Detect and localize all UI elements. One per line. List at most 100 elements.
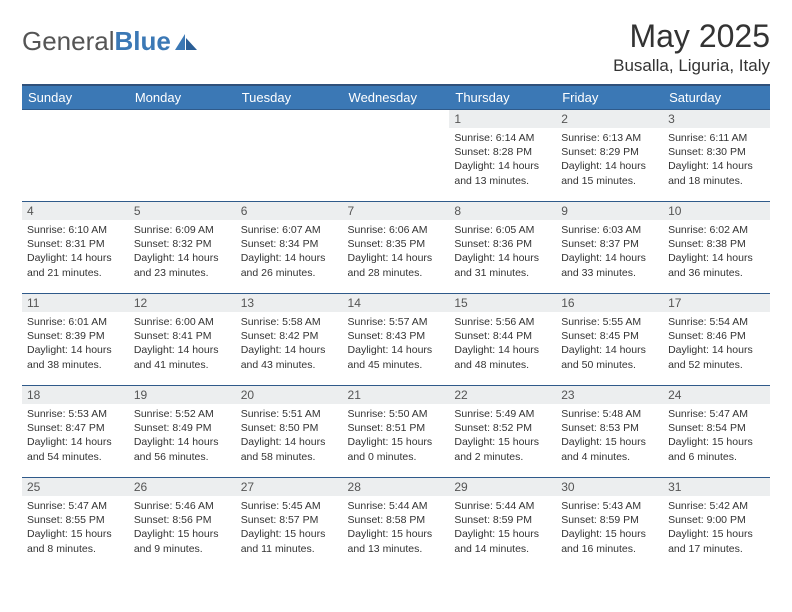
sunrise-text: Sunrise: 6:05 AM (454, 223, 551, 237)
calendar-week-row: 18Sunrise: 5:53 AMSunset: 8:47 PMDayligh… (22, 385, 770, 477)
sunset-text: Sunset: 8:52 PM (454, 421, 551, 435)
calendar-day-cell: 1Sunrise: 6:14 AMSunset: 8:28 PMDaylight… (449, 109, 556, 201)
calendar-day-cell: 22Sunrise: 5:49 AMSunset: 8:52 PMDayligh… (449, 385, 556, 477)
daylight-text: Daylight: 14 hours and 41 minutes. (134, 343, 231, 371)
sunrise-text: Sunrise: 6:07 AM (241, 223, 338, 237)
sunset-text: Sunset: 8:47 PM (27, 421, 124, 435)
daylight-text: Daylight: 15 hours and 13 minutes. (348, 527, 445, 555)
calendar-day-cell: 13Sunrise: 5:58 AMSunset: 8:42 PMDayligh… (236, 293, 343, 385)
calendar-week-row: 25Sunrise: 5:47 AMSunset: 8:55 PMDayligh… (22, 477, 770, 569)
daylight-text: Daylight: 14 hours and 54 minutes. (27, 435, 124, 463)
calendar-day-cell: 27Sunrise: 5:45 AMSunset: 8:57 PMDayligh… (236, 477, 343, 569)
day-details: Sunrise: 5:46 AMSunset: 8:56 PMDaylight:… (129, 496, 236, 558)
sunrise-text: Sunrise: 5:44 AM (454, 499, 551, 513)
sunrise-text: Sunrise: 5:53 AM (27, 407, 124, 421)
calendar-day-cell (129, 109, 236, 201)
day-details: Sunrise: 6:14 AMSunset: 8:28 PMDaylight:… (449, 128, 556, 190)
daylight-text: Daylight: 14 hours and 13 minutes. (454, 159, 551, 187)
daylight-text: Daylight: 14 hours and 52 minutes. (668, 343, 765, 371)
day-number: 23 (556, 386, 663, 404)
sunrise-text: Sunrise: 5:55 AM (561, 315, 658, 329)
day-number: 21 (343, 386, 450, 404)
daylight-text: Daylight: 14 hours and 43 minutes. (241, 343, 338, 371)
location-label: Busalla, Liguria, Italy (613, 56, 770, 76)
sunset-text: Sunset: 8:44 PM (454, 329, 551, 343)
sunset-text: Sunset: 8:39 PM (27, 329, 124, 343)
day-number: 7 (343, 202, 450, 220)
day-details: Sunrise: 6:13 AMSunset: 8:29 PMDaylight:… (556, 128, 663, 190)
month-title: May 2025 (613, 20, 770, 54)
day-number: 31 (663, 478, 770, 496)
daylight-text: Daylight: 14 hours and 38 minutes. (27, 343, 124, 371)
day-details: Sunrise: 5:58 AMSunset: 8:42 PMDaylight:… (236, 312, 343, 374)
day-details: Sunrise: 6:03 AMSunset: 8:37 PMDaylight:… (556, 220, 663, 282)
calendar-day-cell: 12Sunrise: 6:00 AMSunset: 8:41 PMDayligh… (129, 293, 236, 385)
sunset-text: Sunset: 9:00 PM (668, 513, 765, 527)
sunrise-text: Sunrise: 5:45 AM (241, 499, 338, 513)
daylight-text: Daylight: 15 hours and 4 minutes. (561, 435, 658, 463)
day-number: 11 (22, 294, 129, 312)
sunrise-text: Sunrise: 5:47 AM (668, 407, 765, 421)
daylight-text: Daylight: 15 hours and 8 minutes. (27, 527, 124, 555)
sunrise-text: Sunrise: 6:01 AM (27, 315, 124, 329)
sunset-text: Sunset: 8:35 PM (348, 237, 445, 251)
day-details: Sunrise: 5:49 AMSunset: 8:52 PMDaylight:… (449, 404, 556, 466)
day-details: Sunrise: 5:44 AMSunset: 8:58 PMDaylight:… (343, 496, 450, 558)
day-details: Sunrise: 5:47 AMSunset: 8:54 PMDaylight:… (663, 404, 770, 466)
calendar-day-cell: 7Sunrise: 6:06 AMSunset: 8:35 PMDaylight… (343, 201, 450, 293)
sunset-text: Sunset: 8:41 PM (134, 329, 231, 343)
day-details: Sunrise: 6:01 AMSunset: 8:39 PMDaylight:… (22, 312, 129, 374)
weekday-header: Monday (129, 85, 236, 110)
sunrise-text: Sunrise: 5:48 AM (561, 407, 658, 421)
day-details: Sunrise: 5:42 AMSunset: 9:00 PMDaylight:… (663, 496, 770, 558)
daylight-text: Daylight: 14 hours and 28 minutes. (348, 251, 445, 279)
day-number: 28 (343, 478, 450, 496)
day-number: 22 (449, 386, 556, 404)
daylight-text: Daylight: 15 hours and 16 minutes. (561, 527, 658, 555)
sunrise-text: Sunrise: 6:09 AM (134, 223, 231, 237)
weekday-header: Tuesday (236, 85, 343, 110)
calendar-day-cell: 29Sunrise: 5:44 AMSunset: 8:59 PMDayligh… (449, 477, 556, 569)
day-number: 13 (236, 294, 343, 312)
calendar-day-cell: 24Sunrise: 5:47 AMSunset: 8:54 PMDayligh… (663, 385, 770, 477)
calendar-day-cell (22, 109, 129, 201)
day-details: Sunrise: 5:51 AMSunset: 8:50 PMDaylight:… (236, 404, 343, 466)
day-number: 27 (236, 478, 343, 496)
title-block: May 2025 Busalla, Liguria, Italy (613, 20, 770, 76)
sunset-text: Sunset: 8:51 PM (348, 421, 445, 435)
sunset-text: Sunset: 8:30 PM (668, 145, 765, 159)
day-number (236, 110, 343, 128)
day-details: Sunrise: 5:57 AMSunset: 8:43 PMDaylight:… (343, 312, 450, 374)
day-details: Sunrise: 5:56 AMSunset: 8:44 PMDaylight:… (449, 312, 556, 374)
day-number: 1 (449, 110, 556, 128)
sunset-text: Sunset: 8:46 PM (668, 329, 765, 343)
sunrise-text: Sunrise: 6:11 AM (668, 131, 765, 145)
sunset-text: Sunset: 8:49 PM (134, 421, 231, 435)
sunrise-text: Sunrise: 5:57 AM (348, 315, 445, 329)
weekday-header: Sunday (22, 85, 129, 110)
calendar-day-cell: 31Sunrise: 5:42 AMSunset: 9:00 PMDayligh… (663, 477, 770, 569)
calendar-day-cell: 15Sunrise: 5:56 AMSunset: 8:44 PMDayligh… (449, 293, 556, 385)
weekday-header: Wednesday (343, 85, 450, 110)
calendar-week-row: 11Sunrise: 6:01 AMSunset: 8:39 PMDayligh… (22, 293, 770, 385)
daylight-text: Daylight: 15 hours and 11 minutes. (241, 527, 338, 555)
day-number: 18 (22, 386, 129, 404)
calendar-day-cell: 8Sunrise: 6:05 AMSunset: 8:36 PMDaylight… (449, 201, 556, 293)
brand-part2: Blue (115, 26, 171, 57)
sunset-text: Sunset: 8:32 PM (134, 237, 231, 251)
daylight-text: Daylight: 15 hours and 9 minutes. (134, 527, 231, 555)
sunrise-text: Sunrise: 6:03 AM (561, 223, 658, 237)
day-number: 26 (129, 478, 236, 496)
calendar-day-cell: 30Sunrise: 5:43 AMSunset: 8:59 PMDayligh… (556, 477, 663, 569)
calendar-day-cell: 16Sunrise: 5:55 AMSunset: 8:45 PMDayligh… (556, 293, 663, 385)
sunrise-text: Sunrise: 5:46 AM (134, 499, 231, 513)
sunset-text: Sunset: 8:45 PM (561, 329, 658, 343)
day-details: Sunrise: 6:05 AMSunset: 8:36 PMDaylight:… (449, 220, 556, 282)
calendar-day-cell: 5Sunrise: 6:09 AMSunset: 8:32 PMDaylight… (129, 201, 236, 293)
sunrise-text: Sunrise: 5:56 AM (454, 315, 551, 329)
day-details: Sunrise: 5:47 AMSunset: 8:55 PMDaylight:… (22, 496, 129, 558)
day-details: Sunrise: 5:53 AMSunset: 8:47 PMDaylight:… (22, 404, 129, 466)
sunset-text: Sunset: 8:34 PM (241, 237, 338, 251)
sunrise-text: Sunrise: 5:50 AM (348, 407, 445, 421)
calendar-day-cell: 19Sunrise: 5:52 AMSunset: 8:49 PMDayligh… (129, 385, 236, 477)
